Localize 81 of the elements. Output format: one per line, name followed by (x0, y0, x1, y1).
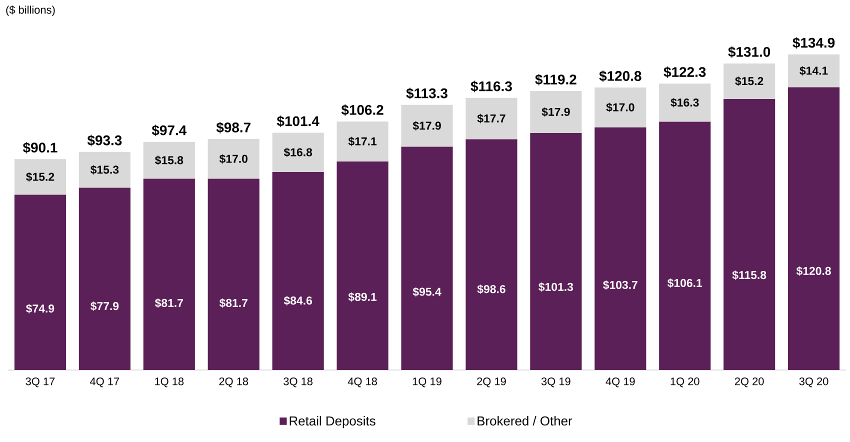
bar (788, 87, 840, 370)
data-label: $84.6 (284, 296, 312, 306)
total-label: $106.2 (341, 104, 384, 116)
data-label: $14.1 (800, 66, 828, 76)
data-label: $77.9 (90, 302, 119, 311)
data-label: $103.7 (603, 280, 638, 290)
data-label: $120.8 (796, 266, 831, 276)
x-tick-label: 2Q 18 (219, 378, 248, 388)
bar (143, 142, 195, 179)
data-label: $15.2 (735, 76, 764, 86)
bar (272, 172, 324, 370)
data-label: $17.7 (477, 114, 506, 124)
x-tick-label: 1Q 20 (670, 378, 700, 388)
data-label: $101.3 (538, 282, 574, 292)
data-label: $74.9 (26, 304, 54, 314)
legend-label: Retail Deposits (290, 416, 376, 428)
total-label: $98.7 (216, 122, 250, 134)
bar (336, 121, 388, 162)
x-tick-label: 1Q 18 (155, 378, 184, 388)
total-label: $90.1 (22, 142, 58, 154)
x-tick-label: 4Q 18 (348, 378, 377, 388)
data-label: $81.7 (154, 298, 183, 308)
legend-label: Brokered / Other (478, 416, 572, 426)
total-label: $131.0 (728, 46, 770, 58)
data-label: $17.9 (542, 107, 570, 117)
data-label: $17.1 (348, 136, 377, 146)
bar (530, 132, 582, 370)
bar (466, 98, 518, 140)
bar (14, 194, 66, 370)
data-label: $15.3 (90, 165, 119, 174)
data-label: $16.8 (284, 148, 312, 158)
bar (208, 139, 260, 179)
data-label: $17.0 (606, 102, 634, 112)
x-tick-label: 4Q 19 (606, 378, 635, 388)
total-label: $116.3 (470, 80, 512, 92)
bar (724, 63, 776, 100)
bar (530, 91, 582, 133)
data-label: $15.8 (154, 156, 184, 165)
bar (788, 54, 840, 88)
data-label: $15.2 (26, 172, 54, 182)
x-tick-label: 3Q 18 (284, 378, 313, 388)
bar (659, 84, 711, 122)
data-label: $95.4 (412, 287, 442, 297)
data-label: $115.8 (732, 270, 766, 280)
data-label: $89.1 (348, 292, 377, 302)
total-label: $113.3 (406, 88, 448, 100)
data-label: $98.6 (477, 284, 506, 294)
total-label: $119.2 (535, 74, 576, 86)
x-tick-label: 3Q 20 (799, 378, 828, 388)
bar (14, 159, 66, 195)
data-label: $16.3 (670, 98, 699, 108)
data-label: $106.1 (667, 278, 702, 288)
total-label: $122.3 (664, 66, 706, 78)
bar (401, 104, 453, 147)
data-label: $17.0 (219, 154, 248, 164)
x-tick-label: 3Q 19 (541, 378, 570, 388)
bar (272, 132, 324, 172)
total-label: $97.4 (152, 124, 187, 136)
bar (78, 188, 130, 370)
total-label: $134.9 (792, 37, 835, 49)
bar (78, 152, 130, 188)
bar (466, 139, 518, 370)
x-tick-label: 3Q 17 (26, 378, 55, 388)
bar (594, 88, 646, 128)
bar (143, 178, 195, 370)
total-label: $93.3 (87, 134, 122, 146)
bar (336, 161, 388, 370)
text: ($ billions) (6, 6, 55, 16)
x-tick-label: 2Q 19 (477, 378, 506, 388)
bar (208, 178, 260, 370)
total-label: $120.8 (599, 70, 642, 82)
data-label: $17.9 (412, 121, 441, 130)
data-label: $81.7 (219, 298, 248, 308)
bar (659, 122, 711, 370)
x-tick-label: 1Q 19 (412, 378, 442, 388)
bar (401, 146, 453, 370)
x-tick-label: 2Q 20 (734, 378, 764, 388)
bar (594, 127, 646, 370)
total-label: $101.4 (276, 116, 320, 127)
bar (724, 99, 776, 370)
x-tick-label: 4Q 17 (90, 378, 120, 388)
